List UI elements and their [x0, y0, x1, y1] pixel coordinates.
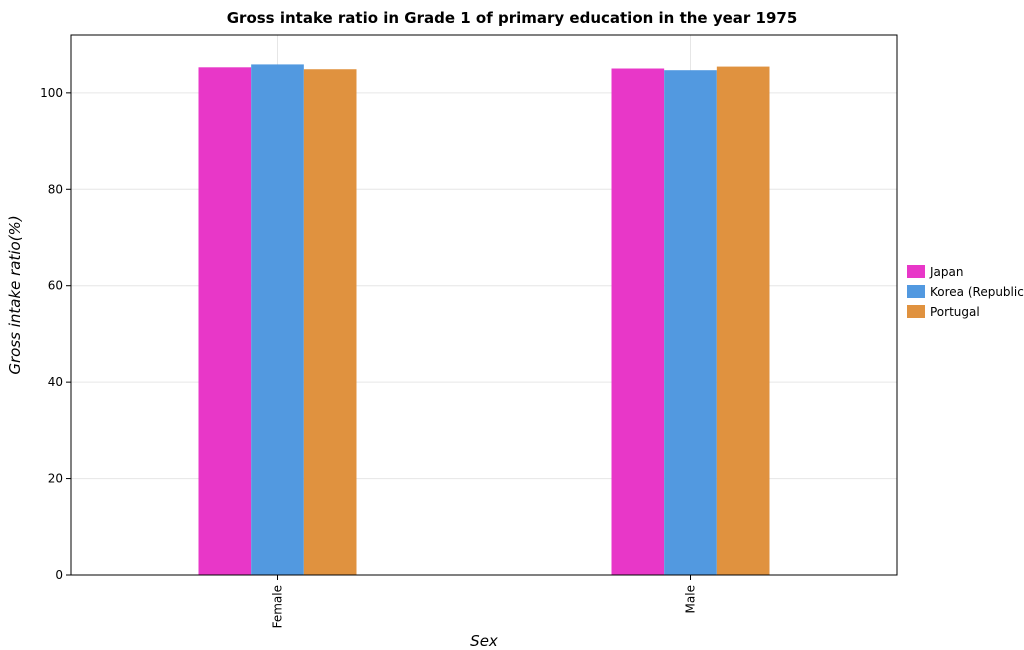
legend-label: Portugal: [930, 305, 980, 319]
legend-label: Korea (Republic): [930, 285, 1024, 299]
bar-portugal-female: [303, 69, 357, 575]
legend-swatch: [907, 305, 925, 318]
legend-label: Japan: [929, 265, 963, 279]
chart-title: Gross intake ratio in Grade 1 of primary…: [227, 9, 798, 27]
bar-korea-republic--female: [251, 64, 304, 576]
legend-swatch: [907, 285, 925, 298]
bar-korea-republic--male: [664, 70, 717, 576]
bar-japan-female: [198, 67, 252, 575]
legend-swatch: [907, 265, 925, 278]
y-tick-label: 80: [48, 182, 63, 196]
x-tick-label-female: Female: [271, 585, 285, 628]
bar-japan-male: [611, 68, 665, 576]
plot-frame: [70, 34, 898, 576]
y-tick-label: 60: [48, 279, 63, 293]
x-tick-label-male: Male: [684, 585, 698, 613]
x-axis-label: Sex: [470, 632, 498, 650]
bar-portugal-male: [716, 66, 770, 576]
plot-area: 0 20 40 60 80 100 Female Male: [40, 34, 898, 628]
legend: Japan Korea (Republic) Portugal: [907, 265, 1024, 319]
y-tick-label: 100: [40, 86, 63, 100]
y-tick-label: 0: [55, 568, 63, 582]
y-axis-label: Gross intake ratio(%): [6, 215, 24, 374]
y-tick-label: 20: [48, 472, 63, 486]
y-tick-label: 40: [48, 375, 63, 389]
